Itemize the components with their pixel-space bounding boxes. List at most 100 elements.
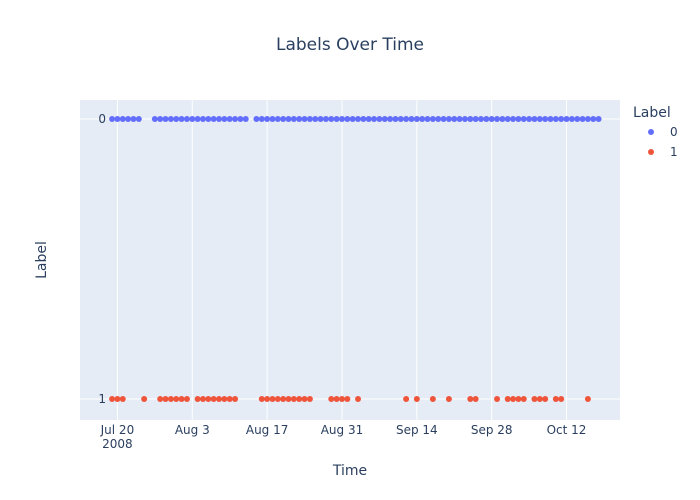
legend-item-1[interactable]: 1 (648, 145, 678, 159)
data-point-0[interactable] (205, 116, 212, 122)
data-point-0[interactable] (381, 116, 388, 122)
data-point-0[interactable] (499, 116, 506, 122)
data-point-0[interactable] (595, 116, 602, 122)
data-point-1[interactable] (141, 396, 148, 402)
data-point-1[interactable] (183, 396, 190, 402)
data-point-1[interactable] (296, 396, 303, 402)
data-point-1[interactable] (274, 396, 281, 402)
data-point-0[interactable] (552, 116, 559, 122)
data-point-1[interactable] (472, 396, 479, 402)
data-point-0[interactable] (467, 116, 474, 122)
data-point-0[interactable] (199, 116, 206, 122)
data-point-0[interactable] (317, 116, 324, 122)
data-point-1[interactable] (429, 396, 436, 402)
data-point-1[interactable] (285, 396, 292, 402)
data-point-0[interactable] (542, 116, 549, 122)
data-point-0[interactable] (216, 116, 223, 122)
data-point-1[interactable] (504, 396, 511, 402)
data-point-0[interactable] (408, 116, 415, 122)
data-point-1[interactable] (520, 396, 527, 402)
data-point-0[interactable] (371, 116, 378, 122)
data-point-0[interactable] (173, 116, 180, 122)
data-point-0[interactable] (194, 116, 201, 122)
data-point-1[interactable] (210, 396, 217, 402)
data-point-0[interactable] (472, 116, 479, 122)
data-point-0[interactable] (119, 116, 126, 122)
data-point-1[interactable] (194, 396, 201, 402)
data-point-0[interactable] (264, 116, 271, 122)
data-point-0[interactable] (429, 116, 436, 122)
data-point-0[interactable] (258, 116, 265, 122)
data-point-0[interactable] (355, 116, 362, 122)
data-point-0[interactable] (456, 116, 463, 122)
data-point-0[interactable] (365, 116, 372, 122)
data-point-0[interactable] (237, 116, 244, 122)
data-point-0[interactable] (306, 116, 313, 122)
data-point-0[interactable] (494, 116, 501, 122)
data-point-0[interactable] (461, 116, 468, 122)
data-point-1[interactable] (301, 396, 308, 402)
data-point-0[interactable] (488, 116, 495, 122)
data-point-1[interactable] (216, 396, 223, 402)
data-point-0[interactable] (531, 116, 538, 122)
data-point-0[interactable] (221, 116, 228, 122)
data-point-1[interactable] (173, 396, 180, 402)
data-point-1[interactable] (536, 396, 543, 402)
data-point-0[interactable] (584, 116, 591, 122)
data-point-1[interactable] (494, 396, 501, 402)
data-point-0[interactable] (157, 116, 164, 122)
data-point-0[interactable] (397, 116, 404, 122)
data-point-1[interactable] (445, 396, 452, 402)
data-point-0[interactable] (322, 116, 329, 122)
data-point-1[interactable] (510, 396, 517, 402)
data-point-1[interactable] (290, 396, 297, 402)
data-point-1[interactable] (280, 396, 287, 402)
legend-item-0[interactable]: 0 (648, 125, 678, 139)
data-point-0[interactable] (290, 116, 297, 122)
data-point-1[interactable] (542, 396, 549, 402)
data-point-0[interactable] (579, 116, 586, 122)
data-point-0[interactable] (558, 116, 565, 122)
data-point-0[interactable] (515, 116, 522, 122)
data-point-0[interactable] (210, 116, 217, 122)
data-point-0[interactable] (178, 116, 185, 122)
data-point-0[interactable] (151, 116, 158, 122)
data-point-0[interactable] (167, 116, 174, 122)
data-point-0[interactable] (413, 116, 420, 122)
data-point-1[interactable] (205, 396, 212, 402)
data-point-0[interactable] (419, 116, 426, 122)
data-point-1[interactable] (221, 396, 228, 402)
data-point-1[interactable] (114, 396, 121, 402)
data-point-1[interactable] (232, 396, 239, 402)
data-point-0[interactable] (424, 116, 431, 122)
data-point-0[interactable] (477, 116, 484, 122)
data-point-0[interactable] (590, 116, 597, 122)
data-point-0[interactable] (392, 116, 399, 122)
data-point-0[interactable] (510, 116, 517, 122)
data-point-0[interactable] (520, 116, 527, 122)
data-point-1[interactable] (258, 396, 265, 402)
data-point-1[interactable] (467, 396, 474, 402)
data-point-0[interactable] (504, 116, 511, 122)
data-point-0[interactable] (574, 116, 581, 122)
data-point-1[interactable] (552, 396, 559, 402)
data-point-0[interactable] (285, 116, 292, 122)
data-point-0[interactable] (440, 116, 447, 122)
data-point-1[interactable] (338, 396, 345, 402)
data-point-1[interactable] (264, 396, 271, 402)
data-point-0[interactable] (563, 116, 570, 122)
data-point-0[interactable] (333, 116, 340, 122)
data-point-1[interactable] (178, 396, 185, 402)
data-point-1[interactable] (167, 396, 174, 402)
data-point-0[interactable] (232, 116, 239, 122)
data-point-1[interactable] (162, 396, 169, 402)
data-point-0[interactable] (376, 116, 383, 122)
data-point-0[interactable] (301, 116, 308, 122)
data-point-1[interactable] (119, 396, 126, 402)
data-point-0[interactable] (253, 116, 260, 122)
data-point-0[interactable] (344, 116, 351, 122)
data-point-1[interactable] (515, 396, 522, 402)
data-point-0[interactable] (568, 116, 575, 122)
data-point-0[interactable] (451, 116, 458, 122)
data-point-0[interactable] (435, 116, 442, 122)
